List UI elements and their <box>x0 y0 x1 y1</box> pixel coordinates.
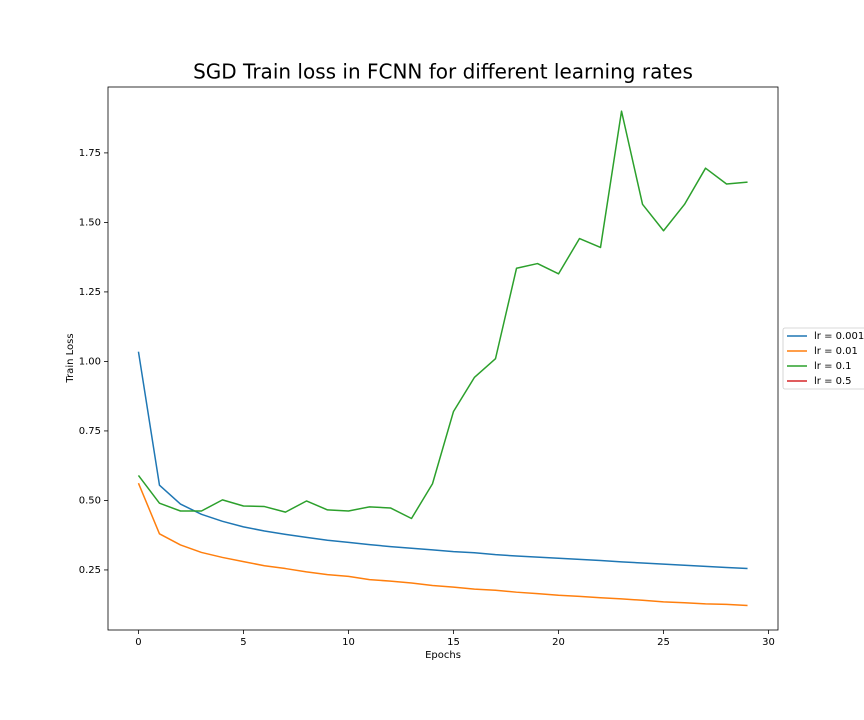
y-tick-label: 0.75 <box>79 426 101 437</box>
y-tick-label: 1.75 <box>79 148 101 159</box>
series-line <box>137 110 748 520</box>
y-axis-label: Train Loss <box>65 333 76 383</box>
x-tick-label: 20 <box>552 637 565 648</box>
legend-label: lr = 0.01 <box>814 346 858 357</box>
legend-label: lr = 0.001 <box>814 331 864 342</box>
x-tick-label: 30 <box>762 637 775 648</box>
y-tick-label: 1.50 <box>79 217 101 228</box>
x-tick-label: 25 <box>657 637 670 648</box>
x-tick-label: 10 <box>342 637 355 648</box>
x-tick-label: 5 <box>240 637 246 648</box>
legend-label: lr = 0.5 <box>814 376 852 387</box>
y-tick-label: 1.25 <box>79 287 101 298</box>
legend-box <box>782 327 864 390</box>
x-tick-label: 15 <box>447 637 460 648</box>
y-tick-label: 0.25 <box>79 565 101 576</box>
x-axis-label: Epochs <box>425 650 461 661</box>
x-tick-label: 0 <box>135 637 141 648</box>
plot-frame <box>107 86 779 631</box>
legend-label: lr = 0.1 <box>814 361 852 372</box>
chart-title: SGD Train loss in FCNN for different lea… <box>193 60 693 84</box>
y-tick-label: 0.50 <box>79 495 101 506</box>
series-line <box>137 482 748 607</box>
y-tick-label: 1.00 <box>79 356 101 367</box>
series-line <box>137 351 748 570</box>
